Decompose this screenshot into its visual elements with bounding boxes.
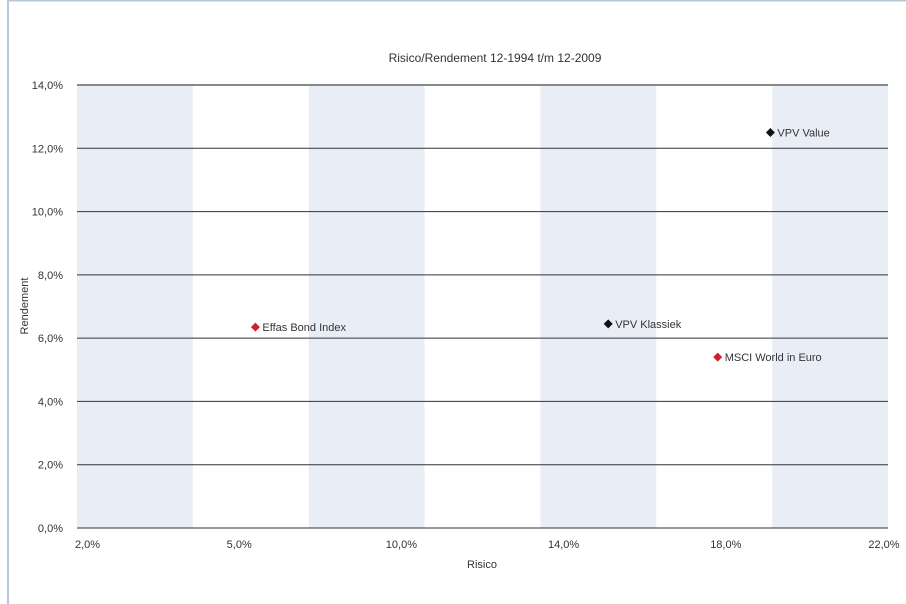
background-band [772,85,888,528]
data-point-label: VPV Value [777,127,829,139]
y-tick-label: 8,0% [38,270,63,282]
y-tick-labels: 0,0% 2,0% 4,0% 6,0% 8,0% 10,0% 12,0% 14,0% [32,80,63,535]
y-tick-label: 10,0% [32,207,63,219]
data-point-marker [603,319,613,329]
y-tick-label: 0,0% [38,523,63,535]
chart-title: Risico/Rendement 12-1994 t/m 12-2009 [389,51,602,65]
background-band [308,85,425,528]
data-point-marker [765,127,775,137]
x-tick-label: 5,0% [227,539,252,551]
x-tick-label: 22,0% [868,539,899,551]
y-tick-label: 12,0% [32,143,63,155]
x-tick-label: 18,0% [710,539,741,551]
y-tick-label: 14,0% [32,80,63,92]
background-band [77,85,193,528]
x-axis-label: Risico [467,559,497,571]
horizontal-gridlines [77,84,888,529]
x-tick-label: 2,0% [75,539,100,551]
data-point-label: VPV Klassiek [615,319,682,331]
x-tick-label: 14,0% [548,539,579,551]
y-tick-label: 6,0% [38,333,63,345]
background-bands [77,85,888,528]
data-point-marker [250,322,260,332]
y-tick-label: 4,0% [38,396,63,408]
background-band [540,85,657,528]
data-point-label: Effas Bond Index [262,322,346,334]
y-tick-label: 2,0% [38,460,63,472]
x-tick-labels: 2,0% 5,0% 10,0% 14,0% 18,0% 22,0% [75,539,900,551]
x-tick-label: 10,0% [386,539,417,551]
data-point-label: MSCI World in Euro [725,352,822,364]
y-axis-label: Rendement [19,278,31,335]
data-points: Effas Bond Index VPV Klassiek MSCI World i… [250,127,830,364]
data-point-marker [713,352,723,362]
